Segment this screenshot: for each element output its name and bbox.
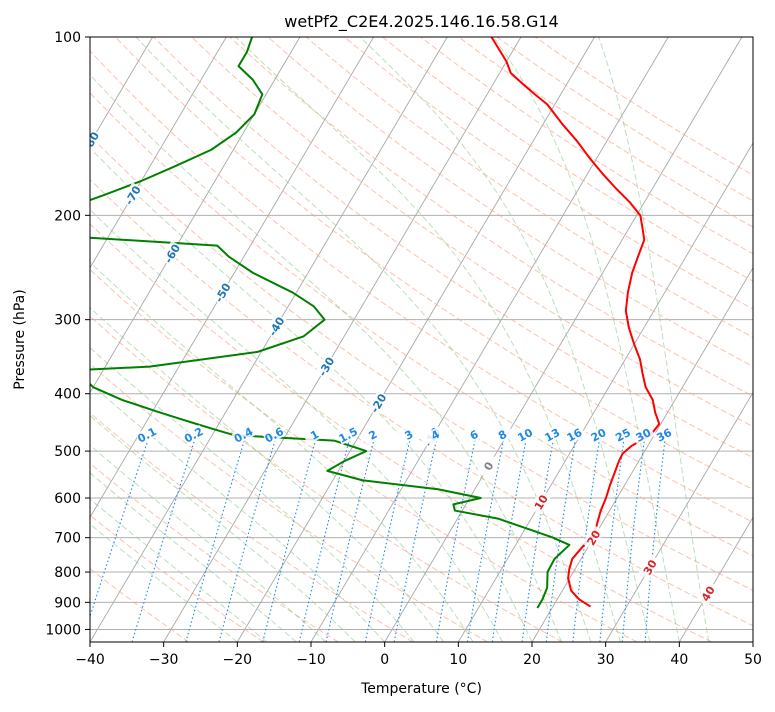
chart-title: wetPf2_C2E4.2025.146.16.58.G14 xyxy=(284,12,558,32)
x-tick-label: 30 xyxy=(597,652,615,668)
x-tick-label: −30 xyxy=(149,652,179,668)
y-tick-label: 400 xyxy=(54,387,81,403)
x-tick-label: 40 xyxy=(670,652,688,668)
y-tick-label: 600 xyxy=(54,491,81,507)
y-tick-label: 700 xyxy=(54,531,81,547)
x-tick-label: −10 xyxy=(296,652,326,668)
y-tick-label: 200 xyxy=(54,208,81,224)
x-tick-label: 50 xyxy=(744,652,762,668)
y-tick-label: 1000 xyxy=(45,622,81,638)
y-tick-label: 100 xyxy=(54,30,81,46)
x-tick-label: 0 xyxy=(380,652,389,668)
y-tick-label: 900 xyxy=(54,595,81,611)
y-tick-label: 800 xyxy=(54,565,81,581)
x-tick-label: −40 xyxy=(75,652,105,668)
y-tick-label: 300 xyxy=(54,313,81,329)
x-axis-label: Temperature (°C) xyxy=(360,681,482,697)
x-tick-label: 20 xyxy=(523,652,541,668)
x-tick-label: 10 xyxy=(449,652,467,668)
x-tick-label: −20 xyxy=(223,652,253,668)
y-tick-label: 500 xyxy=(54,444,81,460)
y-axis-label: Pressure (hPa) xyxy=(12,289,28,389)
